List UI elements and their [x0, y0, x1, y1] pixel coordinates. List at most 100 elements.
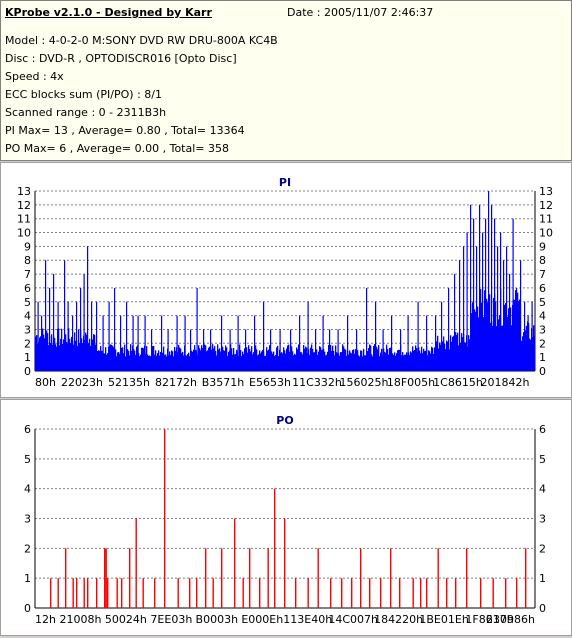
po-bar — [420, 578, 422, 608]
pi-ytick-right: 9 — [539, 240, 546, 253]
pi-bar — [187, 354, 189, 371]
pi-bar — [396, 353, 398, 371]
pi-bar — [208, 347, 210, 371]
pi-bar — [182, 351, 184, 371]
pi-bar — [243, 354, 245, 371]
po-bar — [57, 578, 59, 608]
pi-bar — [257, 355, 259, 371]
pi-bar — [277, 345, 279, 371]
pi-bar — [70, 343, 72, 371]
pi-spike — [161, 315, 163, 371]
pi-bar — [346, 355, 348, 371]
pi-bar — [293, 355, 295, 371]
pi-bar — [427, 355, 429, 371]
pi-bar — [364, 355, 366, 371]
pi-spike — [37, 301, 39, 371]
pi-spike — [144, 315, 146, 371]
pi-bar — [319, 346, 321, 371]
pi-bar — [378, 345, 380, 371]
pi-bar — [403, 355, 405, 371]
pi-bar — [124, 344, 126, 371]
pi-spike — [49, 287, 51, 371]
pi-bar — [369, 344, 371, 371]
pi-bar — [276, 347, 278, 371]
pi-bar — [193, 349, 195, 371]
pi-bar — [156, 355, 158, 371]
pi-bar — [498, 319, 500, 371]
pi-bar — [401, 355, 403, 371]
pi-spike — [210, 329, 212, 371]
pi-bar — [336, 352, 338, 371]
pi-bar — [169, 351, 171, 371]
pi-bar — [85, 332, 87, 371]
pi-bar — [77, 346, 79, 371]
pi-bar — [440, 344, 442, 371]
pi-bar — [252, 354, 254, 371]
pi-bar — [202, 348, 204, 371]
pi-bar — [404, 354, 406, 371]
pi-bar — [360, 350, 362, 371]
pi-spike — [184, 315, 186, 371]
po-xtick: 14C007h — [328, 613, 378, 626]
pi-bar — [71, 336, 73, 371]
pi-ytick-right: 1 — [539, 351, 546, 364]
pi-bar — [81, 338, 83, 371]
pi-bar — [118, 352, 120, 371]
pi-spike — [435, 315, 437, 371]
pi-bar — [348, 354, 350, 371]
pi-bar — [35, 336, 37, 371]
scan-date: Date : 2005/11/07 2:46:37 — [287, 6, 434, 19]
pi-bar — [477, 306, 479, 371]
pi-bar — [450, 335, 452, 371]
pi-bar — [195, 349, 197, 371]
po-bar — [360, 548, 362, 608]
pi-spike — [454, 274, 456, 371]
pi-bar — [40, 336, 42, 371]
pi-ytick-left: 13 — [17, 185, 31, 198]
pi-bar — [392, 353, 394, 371]
pi-bar — [533, 325, 535, 371]
pi-bar — [170, 355, 172, 371]
pi-bar — [296, 347, 298, 371]
po-bar — [50, 578, 52, 608]
pi-spike — [448, 287, 450, 371]
pi-bar — [430, 353, 432, 371]
pi-bar — [233, 348, 235, 371]
po-bar — [274, 488, 276, 608]
pi-bar — [428, 350, 430, 371]
pi-bar — [310, 347, 312, 371]
app-title: KProbe v2.1.0 - Designed by Karr — [5, 6, 212, 19]
pi-bar — [480, 289, 482, 371]
pi-bar — [66, 342, 68, 371]
pi-spike — [356, 329, 358, 371]
pi-bar — [409, 355, 411, 371]
pi-xtick: 18F005h — [387, 376, 435, 389]
pi-spike — [254, 315, 256, 371]
pi-spike — [53, 274, 55, 371]
pi-bar — [69, 338, 71, 371]
pi-spike — [466, 232, 468, 371]
pi-ytick-left: 10 — [17, 227, 31, 240]
pi-bar — [289, 351, 291, 371]
pi-bar — [433, 353, 435, 371]
pi-xtick: 22023h — [61, 376, 103, 389]
pi-xtick: B3571h — [202, 376, 245, 389]
pi-spike — [87, 246, 89, 371]
po-bar — [307, 578, 309, 608]
po-bar — [121, 578, 123, 608]
po-bar — [369, 578, 371, 608]
pi-bar — [345, 349, 347, 371]
pi-bar — [98, 350, 100, 371]
pi-bar — [116, 356, 118, 371]
pi-bar — [439, 342, 441, 371]
pi-bar — [421, 346, 423, 371]
pi-bar — [410, 351, 412, 371]
pi-bar — [54, 338, 56, 371]
pi-bar — [260, 353, 262, 371]
pi-bar — [373, 345, 375, 371]
pi-ytick-left: 7 — [24, 268, 31, 281]
pi-bar — [504, 304, 506, 371]
pi-bar — [324, 351, 326, 371]
pi-bar — [505, 303, 507, 371]
po-bar — [104, 548, 106, 608]
